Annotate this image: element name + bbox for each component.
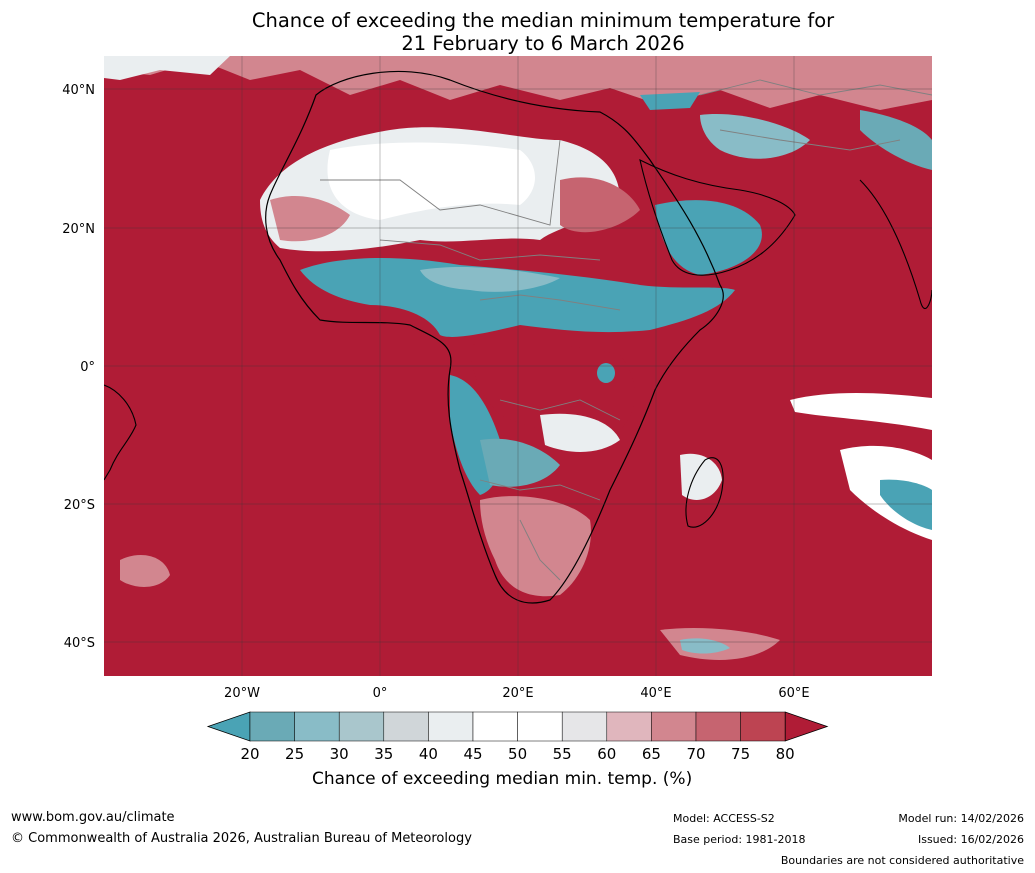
colorbar-tick-label: 75 [731, 745, 750, 763]
region-arabia-cool [655, 200, 762, 275]
colorbar-cell [338, 711, 385, 742]
region-europe-mixed [104, 56, 932, 110]
colorbar-cell [740, 711, 786, 742]
colorbar-cell [651, 711, 697, 742]
lat-label: 20°S [64, 498, 95, 513]
lat-label: 40°N [62, 83, 95, 98]
colorbar-tick-label: 65 [642, 745, 661, 763]
region-sahara-white [327, 142, 535, 220]
region-zambia-neutral [540, 413, 620, 452]
region-madagascar-neutral [680, 453, 722, 500]
colorbar-title: Chance of exceeding median min. temp. (%… [312, 769, 693, 789]
gridlines [104, 56, 932, 676]
region-egypt-warm [560, 177, 640, 233]
lat-label: 0° [80, 360, 95, 375]
region-indian-ocean-cool [880, 479, 932, 530]
lon-label: 20°W [224, 686, 260, 701]
colorbar-tick-label: 70 [686, 745, 705, 763]
colorbar-tick-label: 30 [330, 745, 349, 763]
map-frame [104, 56, 932, 676]
colorbar-ticks: 20 25 30 35 40 45 50 55 60 65 70 75 80 [240, 745, 794, 763]
colorbar-cell [249, 711, 295, 742]
longitude-labels: 20°W 0° 20°E 40°E 60°E [224, 686, 810, 701]
madagascar-coastline [685, 457, 724, 528]
region-iran-cool [700, 114, 810, 159]
lat-label: 20°N [62, 222, 95, 237]
model-run-date: Model run: 14/02/2026 [898, 812, 1024, 825]
colorbar-tick-label: 80 [776, 745, 795, 763]
colorbar-tick-label: 20 [240, 745, 259, 763]
colorbar [206, 711, 829, 742]
region-sahel-cool [300, 258, 735, 337]
region-lake-victoria-cool [597, 363, 615, 383]
colorbar-tick-label: 60 [597, 745, 616, 763]
copyright-text: © Commonwealth of Australia 2026, Austra… [11, 831, 472, 846]
model-name: Model: ACCESS-S2 [673, 812, 775, 825]
colorbar-extend-low [206, 711, 251, 742]
colorbar-cell [294, 711, 340, 742]
map-title: Chance of exceeding the median minimum t… [0, 9, 1035, 55]
colorbar-tick-label: 45 [463, 745, 482, 763]
region-northwest-neutral [104, 56, 230, 80]
latitude-labels: 40°N 20°N 0° 20°S 40°S [62, 83, 95, 651]
boundaries-disclaimer: Boundaries are not considered authoritat… [780, 854, 1024, 867]
colorbar-cell [472, 711, 518, 742]
colorbar-cell [383, 711, 429, 742]
colorbar-tick-label: 55 [553, 745, 572, 763]
region-southern-ocean-cool [680, 638, 730, 654]
region-sahel-lighter [420, 267, 560, 292]
issued-date: Issued: 16/02/2026 [917, 833, 1024, 846]
region-congo-warm [470, 343, 635, 435]
africa-coastline [265, 70, 724, 604]
base-period: Base period: 1981-2018 [673, 833, 806, 846]
colorbar-tick-label: 50 [508, 745, 527, 763]
colorbar-cell [695, 711, 741, 742]
colorbar-cell [428, 711, 474, 742]
colorbar-extend-high [784, 711, 829, 742]
region-south-africa-mixed [480, 496, 591, 597]
india-coastline [859, 179, 932, 309]
title-line-1: Chance of exceeding the median minimum t… [251, 9, 835, 32]
website-link[interactable]: www.bom.gov.au/climate [11, 810, 175, 825]
region-namibia-cool [480, 438, 560, 487]
arabia-coastline [639, 158, 796, 276]
region-indian-ocean-white [790, 393, 932, 430]
region-south-atlantic-mixed [120, 555, 170, 587]
colorbar-tick-label: 35 [374, 745, 393, 763]
title-line-2: 21 February to 6 March 2026 [401, 32, 685, 55]
lat-label: 40°S [64, 636, 95, 651]
country-borders [320, 79, 932, 581]
lon-label: 20°E [502, 686, 533, 701]
lon-label: 0° [373, 686, 388, 701]
region-western-sahara-warm [270, 195, 350, 242]
colorbar-cell [517, 711, 563, 742]
colorbar-tick-label: 40 [419, 745, 438, 763]
lon-label: 60°E [778, 686, 809, 701]
colorbar-cell [561, 711, 608, 742]
region-central-asia-cool [860, 110, 932, 170]
colorbar-tick-label: 25 [285, 745, 304, 763]
south-america-coastline [104, 384, 137, 481]
lon-label: 40°E [640, 686, 671, 701]
colorbar-cell [606, 711, 652, 742]
region-balkans-cool [640, 92, 700, 110]
